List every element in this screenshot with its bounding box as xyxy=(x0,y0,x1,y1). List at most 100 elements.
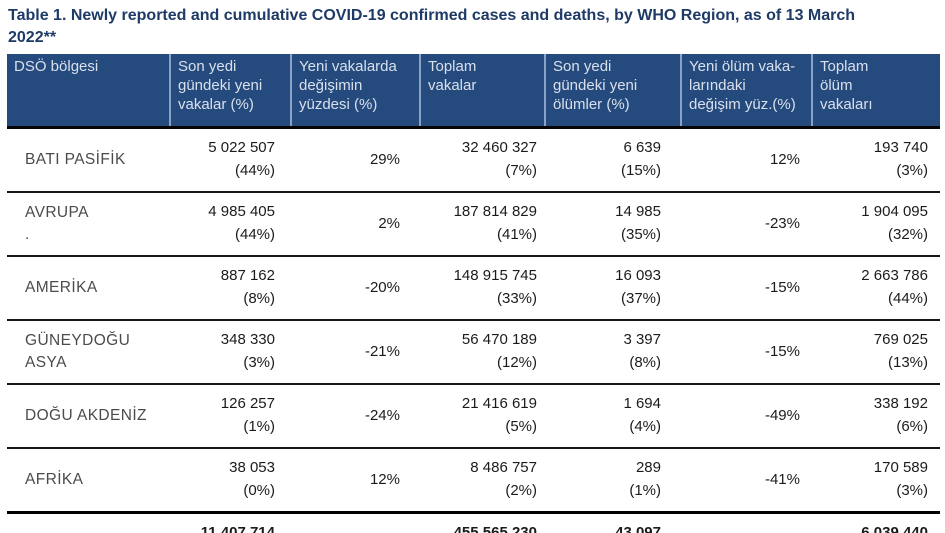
new-deaths-cell-line: (4%) xyxy=(629,417,661,435)
new-cases-change-cell: 29% xyxy=(369,151,400,169)
total-cases-cell: 21 416 619 (5%) xyxy=(420,384,545,448)
new-cases-cell: 887 162 (8%) xyxy=(170,256,291,320)
column-header-line: Toplam xyxy=(428,58,477,76)
total-deaths-cell-line: (44%) xyxy=(887,289,928,307)
column-header-line: ölümler (%) xyxy=(553,95,630,113)
total-cases-cell-line: 187 814 829 xyxy=(453,203,537,221)
region-cell-line: ASYA xyxy=(25,353,67,371)
table-title: Table 1. Newly reported and cumulative C… xyxy=(0,0,945,54)
new-cases-cell-line: (8%) xyxy=(243,289,275,307)
new-cases-change-cell: -24% xyxy=(364,407,400,425)
column-header-line: ölüm xyxy=(820,76,853,94)
table-body: BATI PASİFİK 5 022 507 (44%) 29% 32 460 327 (… xyxy=(7,128,940,533)
new-cases-cell-line: 348 330 xyxy=(220,331,275,349)
region-cell: GÜNEYDOĞU ASYA xyxy=(7,320,170,384)
new-deaths-cell-line: 6 639 xyxy=(623,139,661,157)
column-header-4: Son yedi gündeki yeni ölümler (%) xyxy=(544,54,681,128)
new-deaths-cell: 14 985 (35%) xyxy=(545,192,681,256)
new-deaths-cell: 6 639 (15%) xyxy=(545,128,681,193)
new-cases-change-cell: 8% xyxy=(291,513,420,533)
region-cell: AFRİKA xyxy=(7,448,170,513)
new-deaths-cell-line: 289 xyxy=(635,459,661,477)
total-cases-cell-line: (5%) xyxy=(505,417,537,435)
new-cases-cell: 126 257 (1%) xyxy=(170,384,291,448)
table-row: DOĞU AKDENİZ 126 257 (1%) -24% 21 416 619 (5%… xyxy=(7,384,940,449)
region-cell: KÜRESEL xyxy=(7,513,170,533)
region-cell-line: GÜNEYDOĞU xyxy=(25,332,131,349)
table-row: GÜNEYDOĞU ASYA 348 330 (3%) -21% 56 470 189 (1… xyxy=(7,320,940,385)
new-deaths-cell-line: 1 694 xyxy=(623,395,661,413)
new-deaths-change-cell: -15% xyxy=(764,343,800,361)
new-deaths-cell-line: 3 397 xyxy=(623,331,661,349)
total-cases-cell: 187 814 829 (41%) xyxy=(420,192,545,256)
new-cases-cell: 4 985 405 (44%) xyxy=(170,192,291,256)
new-deaths-cell-line: 16 093 xyxy=(615,267,661,285)
new-deaths-cell-line: (8%) xyxy=(629,353,661,371)
total-deaths-cell-line: (6%) xyxy=(896,417,928,435)
column-header-line: vakalar (%) xyxy=(178,95,254,113)
new-deaths-cell: 289 (1%) xyxy=(545,448,681,513)
table-row: BATI PASİFİK 5 022 507 (44%) 29% 32 460 327 (… xyxy=(7,128,940,193)
new-deaths-change-cell: 12% xyxy=(769,151,800,169)
table-row: AFRİKA 38 053 (0%) 12% 8 486 757 (2%) 289 (1%) -… xyxy=(7,448,940,513)
new-cases-cell-line: 4 985 405 xyxy=(208,203,275,221)
column-header-line: Yeni vakalarda xyxy=(299,58,397,76)
column-header-line: vakalar xyxy=(428,76,477,94)
table-total-row: KÜRESEL11 407 714(100%)8%455 565 230(100… xyxy=(7,513,940,533)
region-cell-line: BATI PASİFİK xyxy=(25,150,126,168)
column-header-line: gündeki yeni xyxy=(553,76,638,94)
column-header-2: Yeni vakalarda değişimin yüzdesi (%) xyxy=(290,54,420,128)
total-deaths-cell-line: 193 740 xyxy=(873,139,928,157)
total-cases-cell: 455 565 230(100%) xyxy=(420,513,545,533)
new-cases-cell-line: 887 162 xyxy=(220,267,275,285)
column-header-0: DSÖ bölgesi xyxy=(7,54,170,128)
new-deaths-cell-line: (37%) xyxy=(620,289,661,307)
total-cases-cell-line: (41%) xyxy=(496,225,537,243)
total-cases-cell-line: 32 460 327 xyxy=(461,139,537,157)
column-header-line: Yeni ölüm vaka- xyxy=(689,58,796,76)
total-cases-cell-line: (12%) xyxy=(496,353,537,371)
total-cases-cell: 56 470 189 (12%) xyxy=(420,320,545,384)
new-cases-change-cell: -20% xyxy=(364,279,400,297)
total-cases-cell: 148 915 745 (33%) xyxy=(420,256,545,320)
new-deaths-change-cell: -15% xyxy=(764,279,800,297)
new-cases-cell: 5 022 507 (44%) xyxy=(170,128,291,193)
total-cases-cell-line: (7%) xyxy=(505,161,537,179)
column-header-3: Toplam vakalar xyxy=(419,54,545,128)
new-deaths-change-cell: -17% xyxy=(681,513,812,533)
total-deaths-cell: 769 025 (13%) xyxy=(812,320,940,384)
new-deaths-cell-line: 14 985 xyxy=(615,203,661,221)
column-header-line: değişimin xyxy=(299,76,363,94)
total-deaths-cell-line: (3%) xyxy=(896,481,928,499)
region-cell-line: AMERİKA xyxy=(25,278,98,296)
total-deaths-cell-line: (32%) xyxy=(887,225,928,243)
region-cell: BATI PASİFİK xyxy=(7,128,170,193)
total-cases-cell-line: (2%) xyxy=(505,481,537,499)
column-header-line: yüzdesi (%) xyxy=(299,95,378,113)
region-cell-line: . xyxy=(25,225,30,243)
table-row: AVRUPA. 4 985 405 (44%) 2% 187 814 829 (41%) 1… xyxy=(7,192,940,257)
total-cases-cell-line: (33%) xyxy=(496,289,537,307)
region-cell-line: AFRİKA xyxy=(25,470,84,488)
region-cell: AMERİKA xyxy=(7,256,170,320)
column-header-line: Son yedi xyxy=(178,58,237,76)
column-header-line: DSÖ bölgesi xyxy=(14,58,99,76)
new-cases-cell-line: 38 053 xyxy=(229,459,275,477)
total-cases-cell: 32 460 327 (7%) xyxy=(420,128,545,193)
new-cases-cell-line: (44%) xyxy=(234,161,275,179)
column-header-line: değişim yüz.(%) xyxy=(689,95,796,113)
new-deaths-cell-line: (1%) xyxy=(629,481,661,499)
total-deaths-cell-line: 2 663 786 xyxy=(861,267,928,285)
new-cases-cell-line: 5 022 507 xyxy=(208,139,275,157)
new-deaths-cell: 1 694 (4%) xyxy=(545,384,681,448)
total-deaths-cell: 2 663 786 (44%) xyxy=(812,256,940,320)
column-header-line: Toplam xyxy=(820,58,869,76)
new-deaths-cell-line: (15%) xyxy=(620,161,661,179)
total-deaths-cell-line: 1 904 095 xyxy=(861,203,928,221)
new-cases-change-cell: 12% xyxy=(369,471,400,489)
column-header-line: larındaki xyxy=(689,76,746,94)
new-deaths-change-cell: -41% xyxy=(764,471,800,489)
new-cases-cell: 348 330 (3%) xyxy=(170,320,291,384)
new-cases-cell-line: 126 257 xyxy=(220,395,275,413)
total-deaths-cell: 170 589 (3%) xyxy=(812,448,940,513)
